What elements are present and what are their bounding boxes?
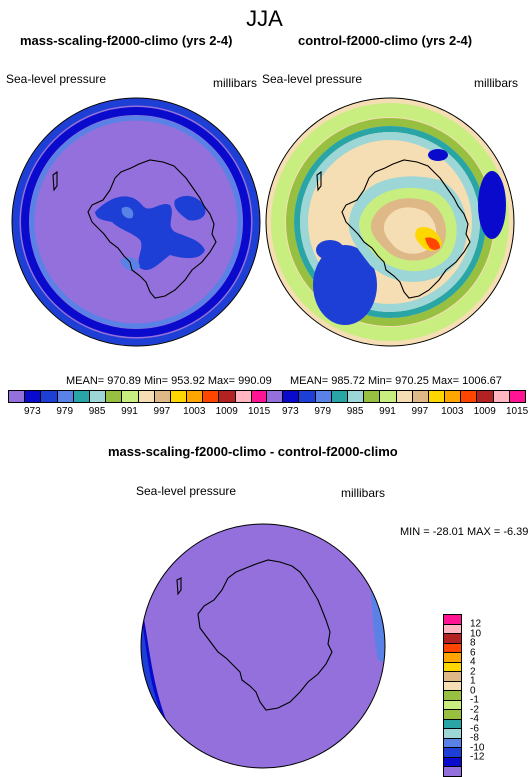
- colorbar-tick-label: 979: [314, 406, 332, 417]
- colorbar-swatch: [8, 390, 26, 403]
- right-panel-title: control-f2000-climo (yrs 2-4): [298, 33, 473, 48]
- colorbar-swatch: [395, 390, 413, 403]
- colorbar-tick-label: 985: [88, 406, 106, 417]
- colorbar-tick-label: 973: [281, 406, 299, 417]
- right-panel-stats: MEAN= 985.72 Min= 970.25 Max= 1006.67: [290, 375, 502, 387]
- colorbar-swatch: [411, 390, 429, 403]
- colorbar-left: [8, 390, 268, 403]
- colorbar-tick-label: 10: [470, 628, 482, 639]
- map-mass-scaling: [12, 98, 260, 346]
- colorbar-swatch: [186, 390, 204, 403]
- colorbar-tick-label: -4: [470, 713, 479, 725]
- left-panel-units-label: millibars: [213, 76, 258, 90]
- colorbar-swatch: [72, 390, 90, 403]
- right-panel-units-label: millibars: [474, 76, 519, 90]
- colorbar-tick-label: 4: [470, 656, 476, 668]
- colorbar-tick-label: 0: [470, 685, 476, 696]
- colorbar-swatch: [137, 390, 155, 403]
- colorbar-tick-label: -10: [470, 742, 485, 753]
- colorbar-swatch: [40, 390, 58, 403]
- colorbar-swatch: [218, 390, 236, 403]
- left-panel-title: mass-scaling-f2000-climo (yrs 2-4): [20, 33, 233, 48]
- colorbar-swatch: [460, 390, 478, 403]
- colorbar-tick-label: 985: [346, 406, 364, 417]
- colorbar-tick-label: 1015: [247, 406, 271, 417]
- colorbar-tick-label: -1: [470, 694, 479, 706]
- right-panel-variable-label: Sea-level pressure: [262, 72, 363, 86]
- colorbar-swatch: [346, 390, 365, 403]
- figure-title: JJA: [246, 6, 283, 31]
- colorbar-swatch: [121, 390, 139, 403]
- colorbar-tick-label: 1015: [505, 406, 529, 417]
- map1-outline: [11, 97, 261, 347]
- colorbar-swatch: [169, 390, 188, 403]
- colorbar-swatch: [266, 390, 284, 403]
- colorbar-tick-label: 1009: [473, 406, 496, 417]
- colorbar-swatch: [88, 390, 107, 403]
- colorbar-swatch: [202, 390, 220, 403]
- colorbar-swatch: [153, 390, 171, 403]
- colorbar-tick-label: 1003: [183, 406, 206, 417]
- colorbar-swatch: [444, 390, 462, 403]
- colorbar-swatch: [105, 390, 123, 403]
- diff-panel-units-label: millibars: [341, 486, 386, 500]
- antarctica-coastline-1: [52, 159, 217, 299]
- colorbar-tick-label: -12: [470, 751, 485, 763]
- colorbar-tick-label: 979: [56, 406, 74, 417]
- colorbar-diff: [443, 614, 462, 777]
- left-panel-stats: MEAN= 970.89 Min= 953.92 Max= 990.09: [66, 375, 272, 387]
- diff-panel-title: mass-scaling-f2000-climo - control-f2000…: [108, 444, 398, 459]
- colorbar-swatch: [379, 390, 397, 403]
- colorbar-tick-label: 991: [379, 406, 396, 417]
- colorbar-swatch: [492, 390, 510, 403]
- colorbar-tick-label: 997: [411, 406, 429, 417]
- colorbar-tick-label: 2: [470, 666, 476, 677]
- colorbar-swatch: [282, 390, 300, 403]
- colorbar-swatch: [56, 390, 74, 403]
- left-panel-variable-label: Sea-level pressure: [6, 72, 107, 86]
- colorbar-swatch: [234, 390, 252, 403]
- antarctica-coastline-2: [316, 159, 471, 299]
- diff-panel-stats: MIN = -28.01 MAX = -6.39: [400, 526, 529, 538]
- colorbar-tick-label: 12: [470, 618, 482, 630]
- colorbar-tick-label: 1009: [215, 406, 238, 417]
- colorbar-swatch: [363, 390, 381, 403]
- colorbar-swatch: [314, 390, 332, 403]
- colorbar-swatch: [24, 390, 42, 403]
- map-control: [266, 98, 514, 346]
- colorbar-tick-label: -6: [470, 723, 479, 734]
- colorbar-tick-label: 997: [153, 406, 171, 417]
- colorbar-swatch: [476, 390, 494, 403]
- colorbar-tick-label: 991: [121, 406, 138, 417]
- colorbar-tick-label: 8: [470, 637, 476, 649]
- colorbar-swatch: [427, 390, 446, 403]
- colorbar-right: [266, 390, 526, 403]
- colorbar-tick-label: 1003: [441, 406, 464, 417]
- antarctica-coastline-3: [176, 559, 333, 711]
- colorbar-tick-label: 1: [470, 675, 476, 687]
- map-difference: [141, 524, 385, 768]
- colorbar-swatch: [508, 390, 526, 403]
- diff-panel-variable-label: Sea-level pressure: [136, 484, 237, 498]
- map2-outline: [265, 97, 515, 347]
- colorbar-tick-label: -2: [470, 704, 479, 715]
- colorbar-tick-label: 973: [23, 406, 41, 417]
- colorbar-tick-label: -8: [470, 732, 479, 744]
- colorbar-swatch: [443, 766, 462, 777]
- colorbar-swatch: [330, 390, 348, 403]
- colorbar-swatch: [298, 390, 316, 403]
- colorbar-tick-label: 6: [470, 647, 476, 658]
- map3-outline: [140, 523, 386, 769]
